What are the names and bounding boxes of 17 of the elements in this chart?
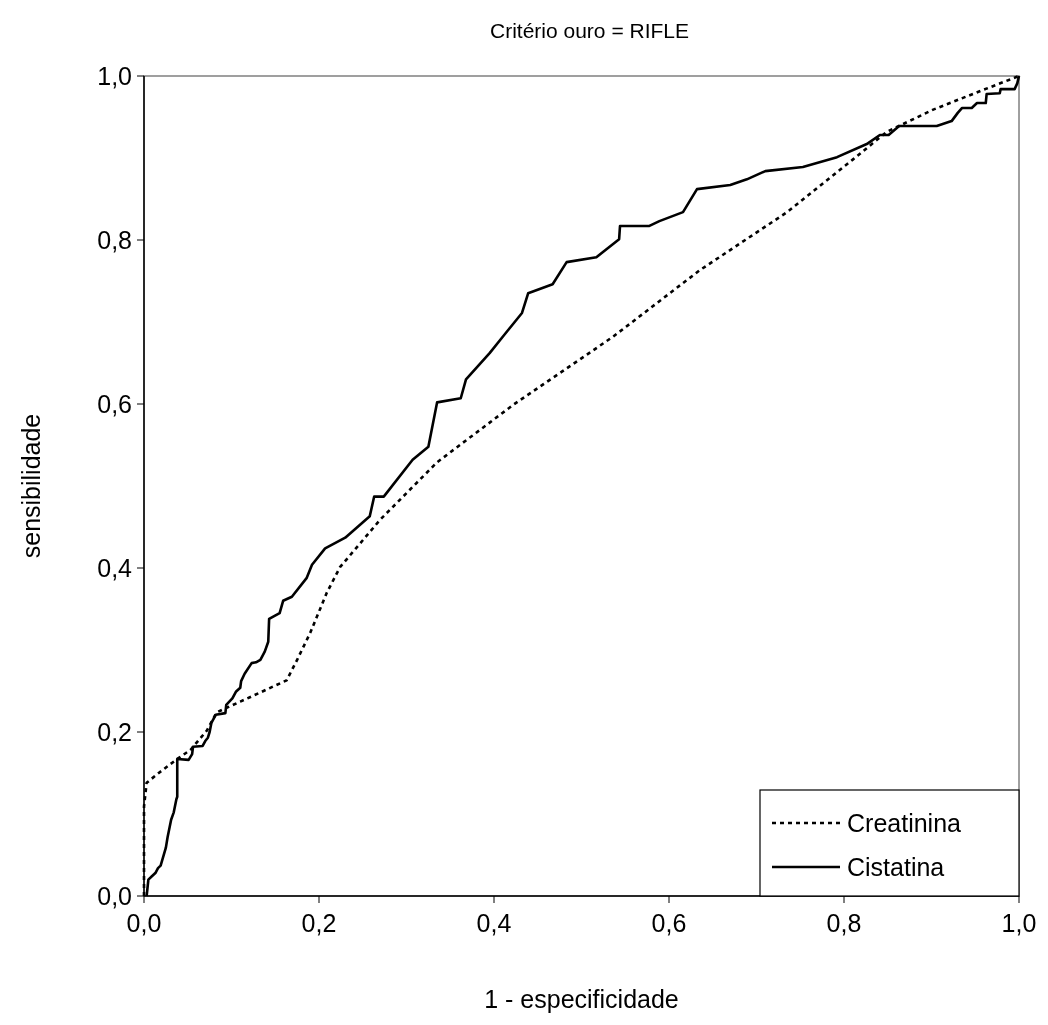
x-tick-label: 1,0 [1001, 909, 1037, 937]
x-tick-label: 0,4 [476, 909, 512, 937]
y-tick-label: 0,8 [97, 226, 132, 254]
y-tick-label: 0,0 [97, 882, 132, 910]
y-tick-label: 1,0 [97, 62, 132, 90]
y-tick-label: 0,4 [97, 554, 133, 582]
x-tick-label: 0,0 [126, 909, 162, 937]
legend-label: Creatinina [847, 809, 962, 837]
x-tick-label: 0,8 [826, 909, 862, 937]
y-tick-label: 0,2 [97, 718, 132, 746]
chart-title: Critério ouro = RIFLE [490, 19, 689, 42]
legend-label: Cistatina [847, 853, 945, 881]
y-axis-title: sensibilidade [17, 413, 45, 559]
x-tick-label: 0,6 [651, 909, 687, 937]
x-tick-label: 0,2 [301, 909, 337, 937]
y-tick-label: 0,6 [97, 390, 132, 418]
x-axis-title: 1 - especificidade [484, 985, 679, 1013]
